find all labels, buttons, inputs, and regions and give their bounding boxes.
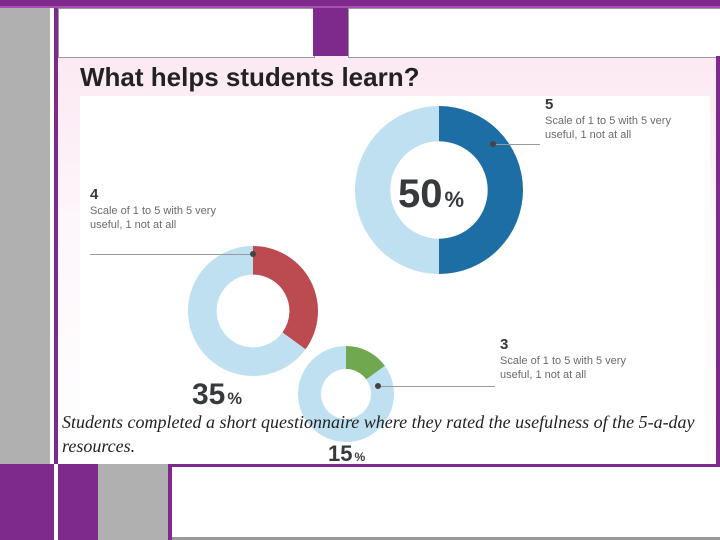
left-accent-bar <box>54 8 58 464</box>
donut-5-number: 50 <box>398 172 443 217</box>
leader-3-dot <box>375 383 381 389</box>
rating-4-block: 4 Scale of 1 to 5 with 5 very useful, 1 … <box>90 186 240 233</box>
bb-accent-1 <box>0 464 54 540</box>
percent-sign: % <box>227 390 242 409</box>
leader-5-h <box>495 144 540 145</box>
top-box-left <box>58 8 315 58</box>
rating-3-block: 3 Scale of 1 to 5 with 5 very useful, 1 … <box>500 336 650 383</box>
donut-4-number: 35 <box>192 378 225 412</box>
rating-4-label: 4 <box>90 186 240 203</box>
donut-4-value: 35% <box>192 378 242 412</box>
rating-5-block: 5 Scale of 1 to 5 with 5 very useful, 1 … <box>545 96 695 143</box>
right-accent-bar <box>716 56 720 464</box>
rating-5-label: 5 <box>545 96 695 113</box>
slide: What helps students learn? 50% 5 Scale o… <box>0 0 720 540</box>
percent-sign: % <box>445 187 465 213</box>
caption-text: Students completed a short questionnaire… <box>62 411 700 458</box>
rating-3-subtitle: Scale of 1 to 5 with 5 very useful, 1 no… <box>500 355 650 383</box>
leader-4-h <box>90 254 250 255</box>
rating-4-subtitle: Scale of 1 to 5 with 5 very useful, 1 no… <box>90 205 240 233</box>
bb-gray <box>98 464 168 540</box>
slide-title: What helps students learn? <box>80 62 420 93</box>
rating-3-label: 3 <box>500 336 650 353</box>
top-box-right <box>348 8 720 58</box>
leader-5-dot <box>490 141 496 147</box>
left-gray-bar <box>0 8 50 464</box>
donut-5-value: 50% <box>398 172 464 217</box>
infographic-area: 50% 5 Scale of 1 to 5 with 5 very useful… <box>80 96 710 452</box>
bb-accent-2 <box>58 464 98 540</box>
top-accent-mid <box>313 8 348 56</box>
bb-white <box>172 464 720 540</box>
leader-3-h <box>380 386 495 387</box>
rating-5-subtitle: Scale of 1 to 5 with 5 very useful, 1 no… <box>545 115 695 143</box>
leader-4-dot <box>250 251 256 257</box>
bottom-bar <box>0 464 720 540</box>
